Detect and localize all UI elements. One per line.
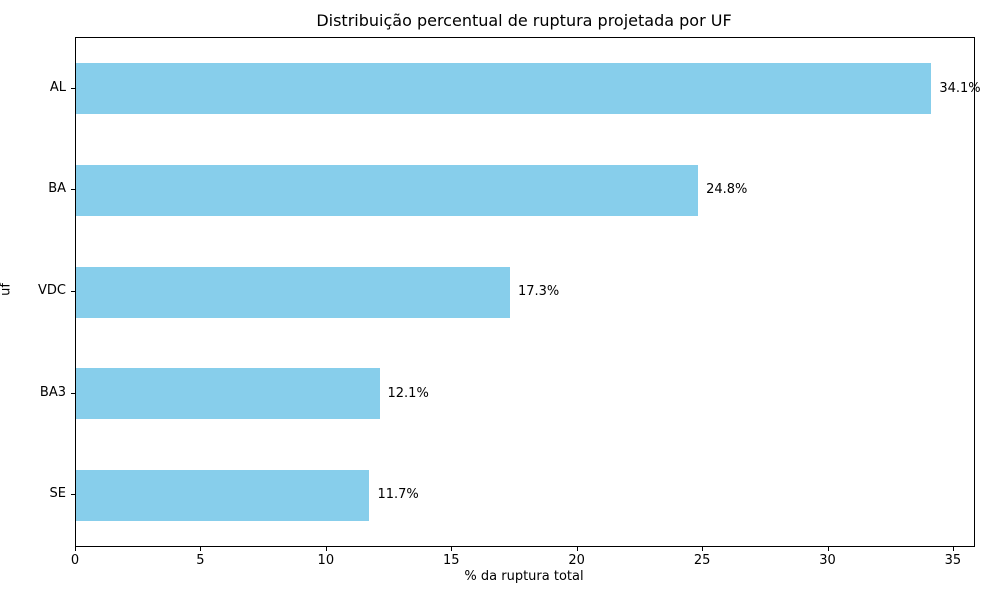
x-axis-label: % da ruptura total (464, 569, 584, 584)
x-tick-mark (576, 547, 578, 551)
x-tick-mark (702, 547, 704, 551)
x-tick-mark (200, 547, 202, 551)
x-tick-mark (325, 547, 327, 551)
bar-vdc (76, 266, 510, 318)
y-tick-mark (71, 87, 75, 89)
y-tick-label-se: SE (49, 486, 66, 502)
x-tick-mark (451, 547, 453, 551)
y-tick-label-vdc: VDC (38, 283, 66, 298)
y-tick-mark (71, 291, 75, 292)
x-tick-mark (75, 547, 76, 551)
x-tick-label-0: 0 (70, 553, 80, 568)
x-tick-label-35: 35 (944, 553, 962, 568)
x-tick-label-10: 10 (317, 553, 335, 568)
bar-value-label: 17.3% (517, 284, 560, 299)
y-tick-label-ba: BA (48, 181, 66, 197)
chart-title: Distribuição percentual de ruptura proje… (316, 11, 732, 30)
x-tick-label-20: 20 (568, 553, 585, 568)
x-tick-mark (827, 547, 829, 551)
x-tick-label-5: 5 (196, 553, 205, 568)
y-tick-mark (71, 189, 75, 191)
x-tick-label-15: 15 (442, 553, 460, 568)
x-tick-mark (952, 547, 954, 551)
bar-ba3 (76, 368, 380, 420)
bar-value-label: 11.7% (377, 487, 419, 503)
bar-al (76, 63, 932, 115)
x-tick-label-25: 25 (693, 553, 711, 568)
bar-value-label: 24.8% (706, 182, 748, 198)
y-tick-label-al: AL (49, 79, 66, 95)
y-tick-mark (71, 494, 75, 496)
bar-value-label: 34.1% (939, 80, 981, 96)
plot-area: 34.1% 24.8% 17.3% 12.1% 11.7% (75, 37, 981, 547)
bar-value-label: 12.1% (387, 385, 429, 401)
y-tick-mark (71, 392, 75, 394)
bar-ba (76, 164, 699, 216)
y-tick-label-ba3: BA3 (39, 384, 66, 400)
bar-se (76, 469, 370, 521)
x-tick-label-30: 30 (819, 553, 836, 568)
